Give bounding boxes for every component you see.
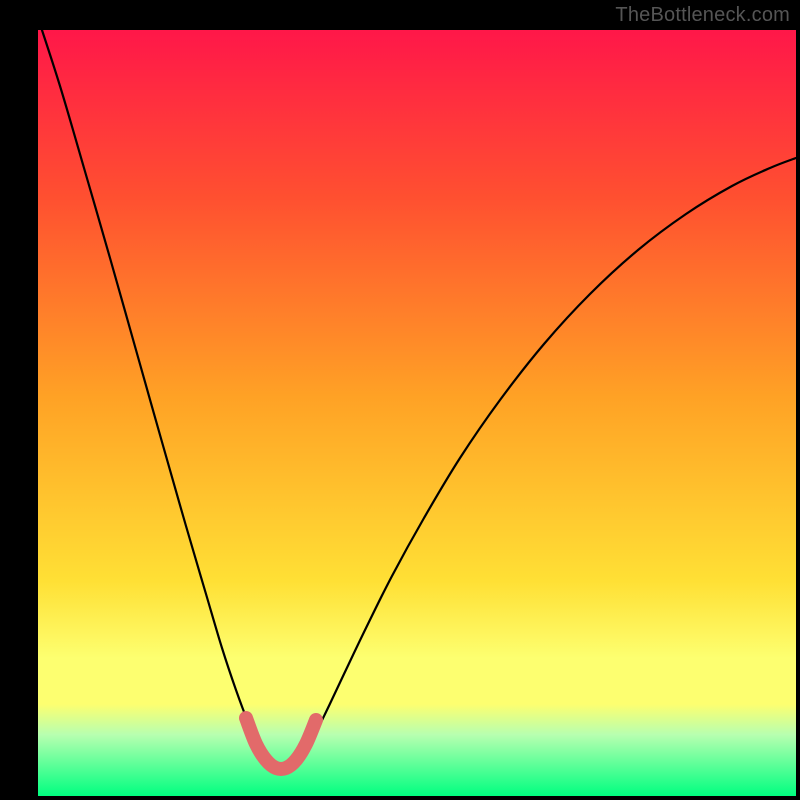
performance-curve xyxy=(38,18,796,772)
watermark-text: TheBottleneck.com xyxy=(615,4,790,27)
valley-marker xyxy=(246,718,316,769)
plot-svg xyxy=(38,30,796,796)
plot-area xyxy=(38,30,796,796)
chart-container: TheBottleneck.com xyxy=(0,0,800,800)
